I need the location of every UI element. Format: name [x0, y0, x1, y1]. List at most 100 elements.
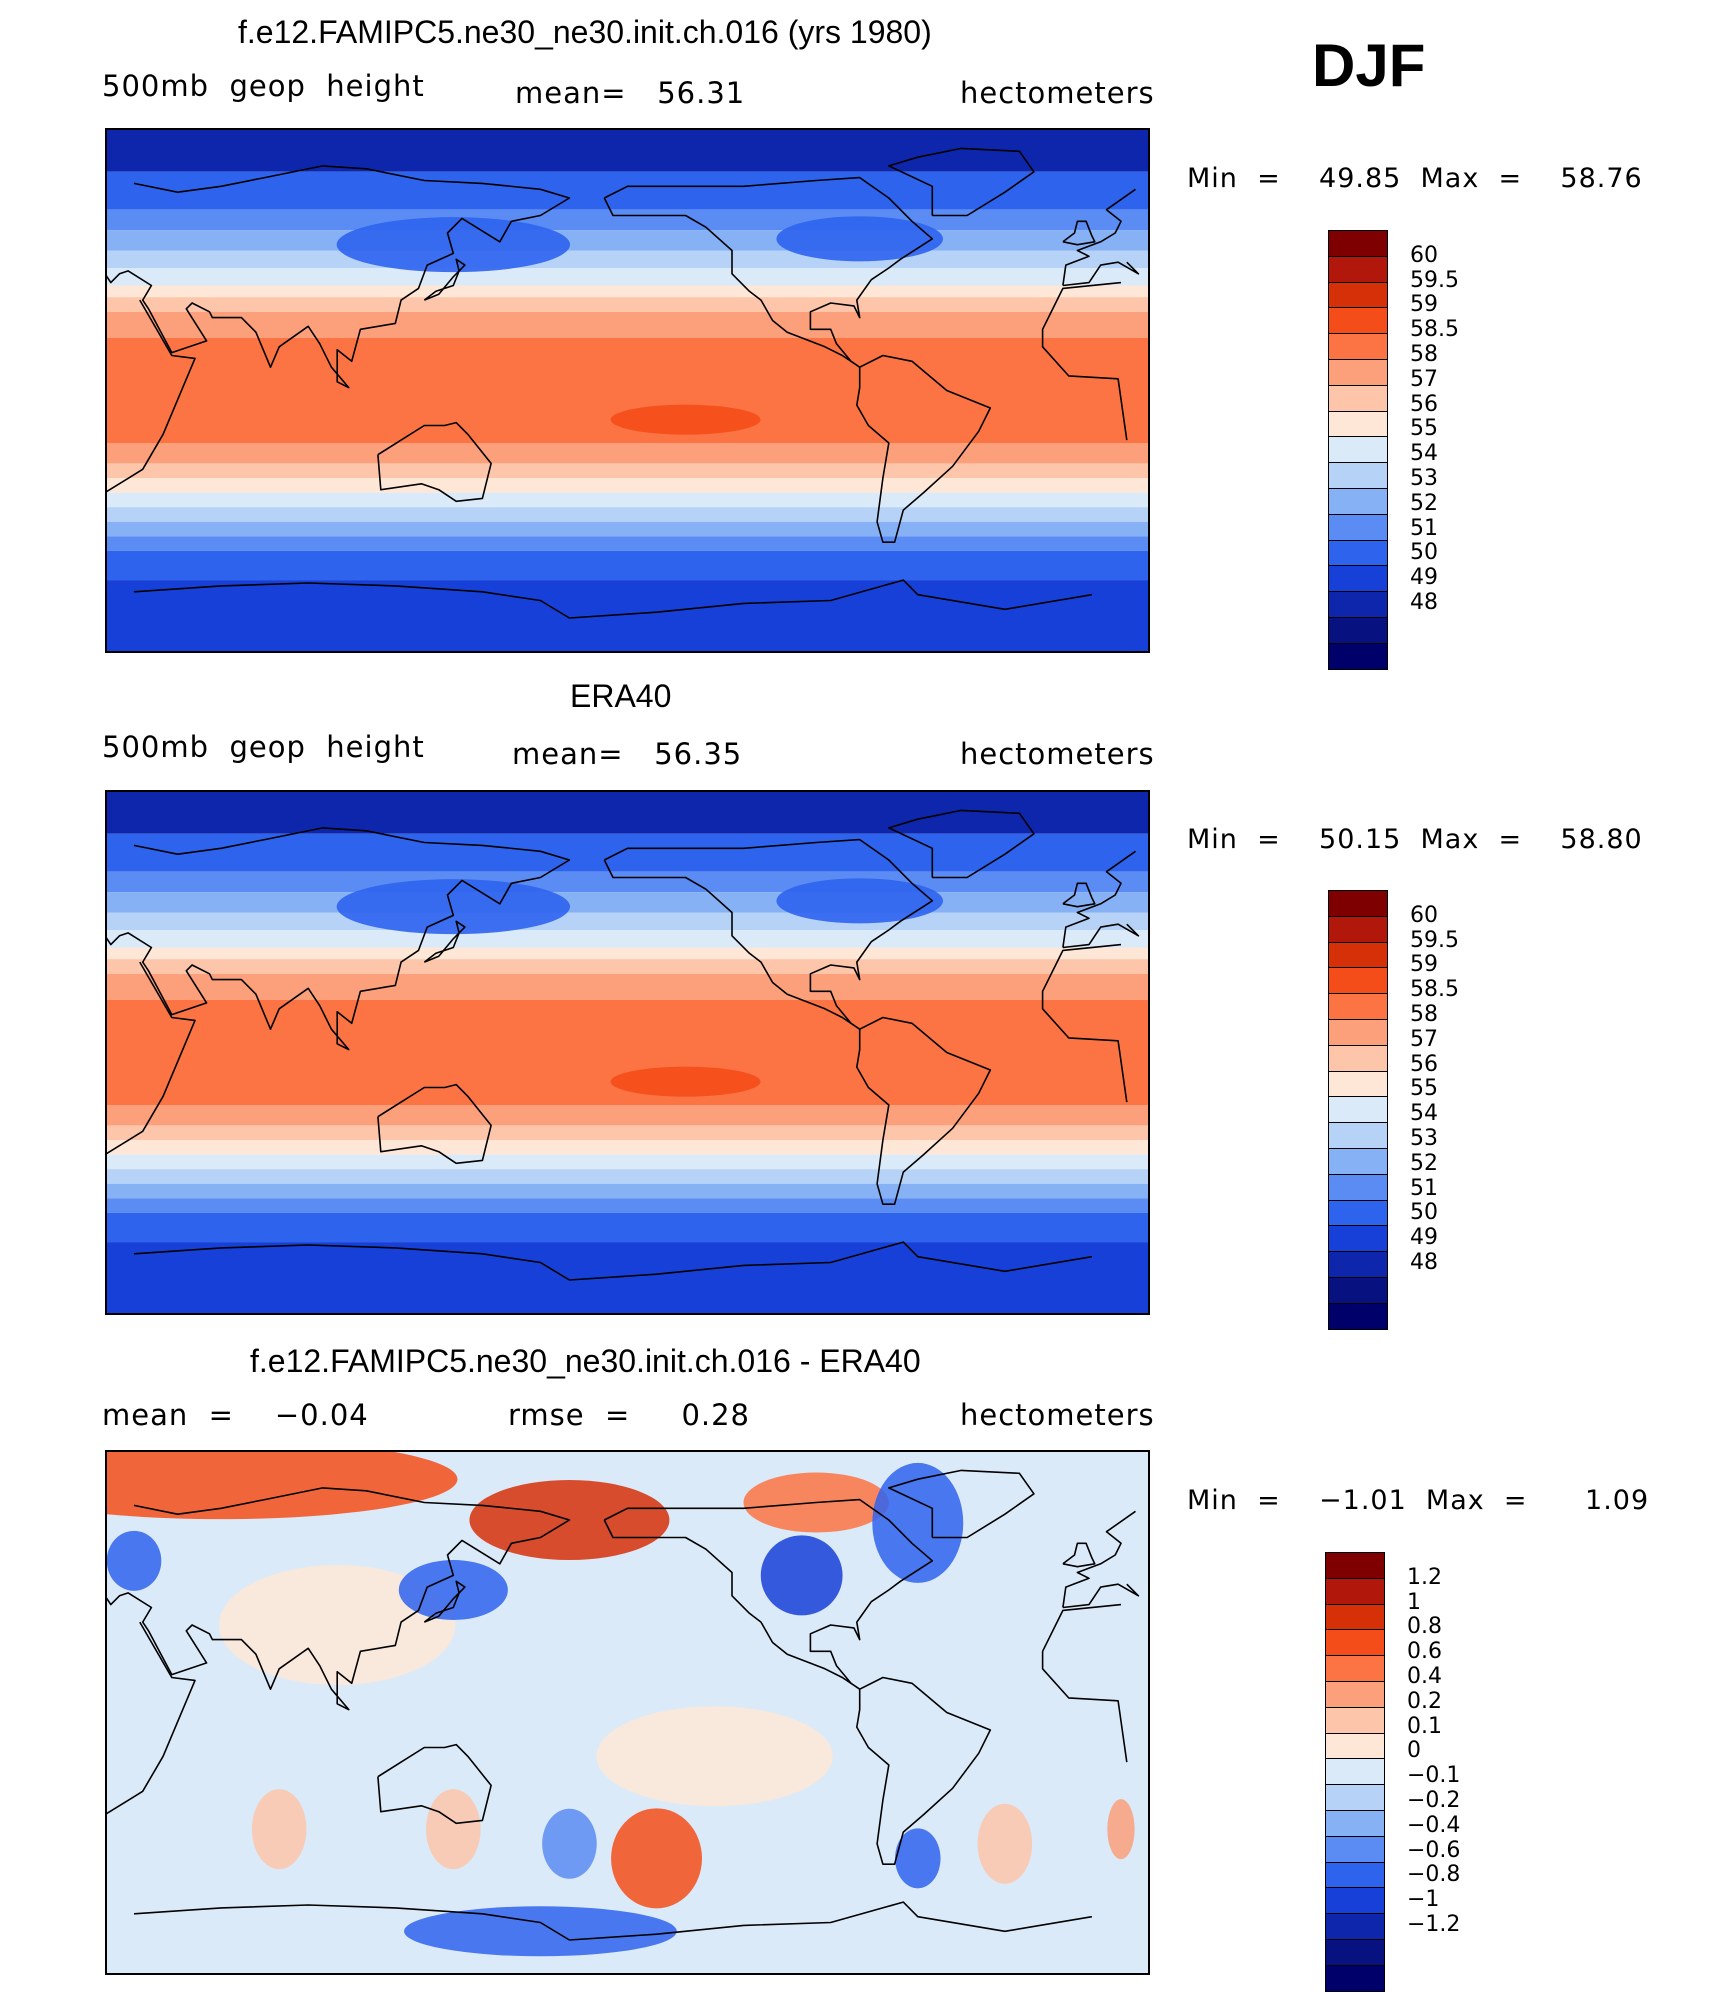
contour-band	[105, 580, 1150, 653]
contour-band	[105, 285, 1150, 298]
contour-anomaly	[596, 1706, 833, 1807]
legend-swatch	[1328, 1019, 1388, 1046]
legend-label: 55	[1410, 416, 1438, 442]
contour-anomaly	[610, 1066, 761, 1097]
map-model-svg	[105, 128, 1150, 653]
contour-band	[105, 550, 1150, 581]
legend-label: 54	[1410, 441, 1438, 467]
coastline	[377, 1083, 492, 1165]
legend-label: 59.5	[1410, 267, 1459, 293]
panel-mean-label: mean = −0.04	[102, 1398, 369, 1432]
legend-label: 48	[1410, 590, 1438, 615]
legend-swatch	[1328, 1252, 1388, 1278]
contour-band	[105, 947, 1150, 960]
contour-anomaly	[398, 1560, 508, 1620]
legend-label: 49	[1410, 1225, 1438, 1251]
map-frame	[105, 1450, 1150, 1975]
legend-label: −0.2	[1407, 1788, 1461, 1813]
contour-anomaly	[977, 1803, 1033, 1884]
legend-label: 53	[1410, 466, 1438, 491]
coastline	[105, 165, 1140, 389]
panel-variable-label: 500mb geop height	[102, 730, 425, 764]
legend-swatch	[1328, 1200, 1388, 1227]
contour-anomaly	[336, 217, 570, 273]
legend-label: 59	[1410, 952, 1438, 978]
legend-swatch	[1328, 1123, 1388, 1149]
legend-swatch	[1328, 411, 1388, 438]
contour-band	[105, 492, 1150, 508]
legend-label: 52	[1410, 1150, 1438, 1176]
legend-label: 55	[1410, 1076, 1438, 1102]
panel-units-label: hectometers	[960, 1398, 1155, 1432]
panel-title-obs: ERA40	[570, 678, 672, 714]
coastline	[603, 176, 934, 368]
coastline	[603, 838, 934, 1030]
legend-swatch	[1328, 617, 1388, 644]
legend-swatch	[1328, 282, 1388, 309]
legend-swatch	[1325, 1681, 1385, 1708]
map-diff-svg	[105, 1450, 1150, 1975]
contour-anomaly	[542, 1808, 597, 1879]
coastline-group	[105, 147, 1140, 619]
legend-label: 0.8	[1407, 1614, 1442, 1640]
legend-label: −0.6	[1407, 1837, 1461, 1863]
legend-swatch	[1325, 1759, 1385, 1786]
legend-swatch	[1328, 1226, 1388, 1253]
legend-swatch	[1328, 643, 1388, 670]
legend-swatch	[1328, 230, 1388, 257]
legend-swatch	[1325, 1836, 1385, 1863]
legend-swatch	[1328, 488, 1388, 515]
contour-band	[105, 230, 1150, 251]
map-frame	[105, 790, 1150, 1315]
coastline	[603, 1498, 934, 1690]
contour-band	[105, 478, 1150, 493]
contour-band	[105, 443, 1150, 464]
legend-colorbar-obs	[1328, 890, 1388, 1330]
legend-swatch	[1328, 334, 1388, 360]
legend-swatch	[1325, 1630, 1385, 1657]
coastline	[1062, 1542, 1096, 1568]
panel-title-diff: f.e12.FAMIPC5.ne30_ne30.init.ch.016 - ER…	[250, 1343, 921, 1379]
contour-anomaly	[872, 1462, 964, 1583]
legend-swatch	[1328, 942, 1388, 969]
legend-label: 53	[1410, 1126, 1438, 1151]
legend-label: 54	[1410, 1101, 1438, 1127]
panel-mean-label: mean= 56.35	[512, 737, 743, 771]
legend-colorbar-diff	[1325, 1552, 1385, 1992]
coastline	[856, 1676, 992, 1865]
legend-label: −0.8	[1407, 1862, 1461, 1888]
coastline-group	[105, 809, 1140, 1281]
contour-anomaly	[404, 1906, 677, 1957]
legend-swatch	[1328, 256, 1388, 283]
legend-label: −0.1	[1407, 1763, 1461, 1789]
contour-anomaly	[251, 1789, 307, 1870]
legend-colorbar-model	[1328, 230, 1388, 670]
legend-label: 50	[1410, 1200, 1438, 1226]
map-obs-svg	[105, 790, 1150, 1315]
panel-units-label: hectometers	[960, 737, 1155, 771]
coastline	[1062, 220, 1096, 246]
legend-label: 58	[1410, 1002, 1438, 1027]
legend-swatch	[1328, 1071, 1388, 1098]
legend-swatch	[1328, 968, 1388, 995]
legend-label: 58.5	[1410, 977, 1459, 1003]
legend-swatch	[1325, 1656, 1385, 1682]
contour-band	[105, 311, 1150, 338]
legend-swatch	[1328, 1277, 1388, 1304]
coastline	[105, 1603, 1128, 1816]
panel-units-label: hectometers	[960, 76, 1155, 110]
legend-label: 0	[1407, 1738, 1421, 1764]
legend-label: 57	[1410, 366, 1438, 392]
contour-band	[105, 1125, 1150, 1140]
legend-swatch	[1328, 890, 1388, 917]
contour-band	[105, 507, 1150, 522]
contour-band	[105, 297, 1150, 312]
legend-swatch	[1325, 1785, 1385, 1811]
legend-swatch	[1328, 359, 1388, 386]
legend-swatch	[1328, 463, 1388, 489]
legend-swatch	[1328, 1045, 1388, 1072]
legend-label: 58.5	[1410, 317, 1459, 343]
contour-band	[105, 1198, 1150, 1213]
coastline	[423, 920, 466, 963]
contour-band	[105, 171, 1150, 210]
